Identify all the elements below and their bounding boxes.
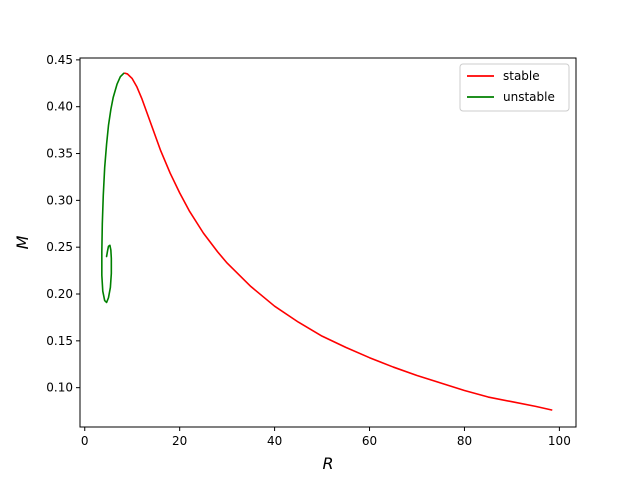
y-tick-label: 0.45 (46, 53, 73, 67)
x-tick-label: 0 (81, 434, 89, 448)
y-tick-label: 0.15 (46, 334, 73, 348)
series-line-unstable (101, 72, 125, 304)
axes-frame (79, 57, 577, 428)
x-tick-label: 40 (267, 434, 282, 448)
x-tick-label: 100 (548, 434, 571, 448)
y-tick-label: 0.20 (46, 287, 73, 301)
y-tick-label: 0.10 (46, 381, 73, 395)
x-axis-label: R (322, 454, 333, 473)
legend-label-unstable: unstable (503, 90, 555, 104)
y-tick-label: 0.25 (46, 240, 73, 254)
plot-area (101, 72, 553, 411)
y-tick-label: 0.40 (46, 100, 73, 114)
x-tick-label: 20 (172, 434, 187, 448)
legend: stable unstable (459, 63, 570, 112)
legend-label-stable: stable (503, 69, 540, 83)
y-tick-label: 0.35 (46, 147, 73, 161)
x-tick-label: 60 (362, 434, 377, 448)
x-tick-label: 80 (457, 434, 472, 448)
y-tick-label: 0.30 (46, 193, 73, 207)
axis-ticks: 0 20 40 60 80 100 0.10 0.15 0.20 0.25 0.30 0.35 0.40… (46, 53, 571, 448)
y-axis-label: M (13, 235, 32, 249)
series-line-stable (123, 72, 553, 411)
